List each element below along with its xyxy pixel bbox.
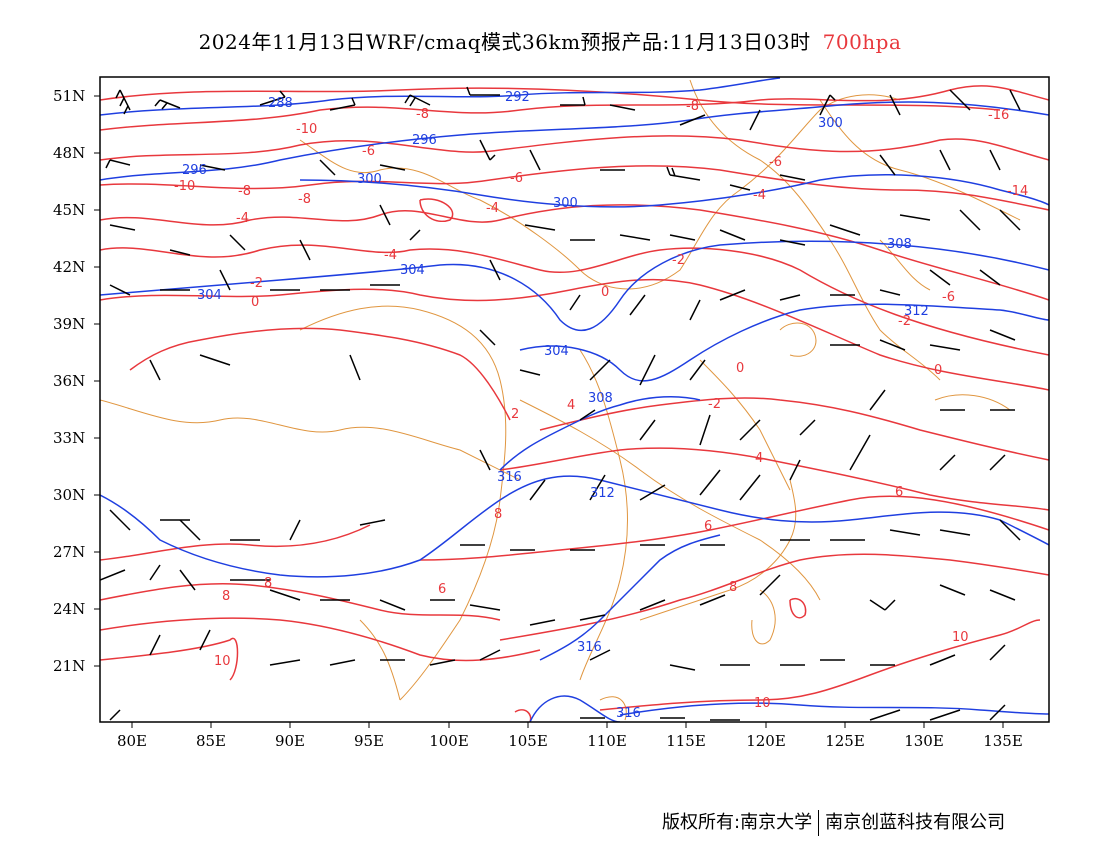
temperature-label: -4 <box>384 248 397 263</box>
lon-labels: 80E 85E 90E 95E 100E 105E 110E 115E 120E… <box>117 732 1023 750</box>
temperature-label: -6 <box>769 155 782 170</box>
temperature-label: 0 <box>251 295 259 310</box>
lat-label: 36N <box>53 372 85 390</box>
lon-label: 85E <box>196 732 226 750</box>
copyright-footer: 版权所有:南京大学 南京创蓝科技有限公司 <box>662 808 1005 836</box>
height-label: 308 <box>887 237 912 252</box>
lat-label: 48N <box>53 144 85 162</box>
temperature-label: 6 <box>704 519 712 534</box>
height-label: 300 <box>357 172 382 187</box>
height-label: 288 <box>268 96 293 111</box>
temperature-label: -8 <box>686 99 699 114</box>
title-main: 2024年11月13日WRF/cmaq模式36km预报产品:11月13日03时 <box>198 30 811 54</box>
footer-right: 南京创蓝科技有限公司 <box>825 812 1006 833</box>
footer-divider <box>818 810 820 836</box>
temperature-label: -8 <box>298 192 311 207</box>
temperature-label: 8 <box>222 589 230 604</box>
temperature-label: -16 <box>988 108 1009 123</box>
height-label: 312 <box>904 304 929 319</box>
map-frame <box>99 76 1050 723</box>
lon-label: 90E <box>275 732 305 750</box>
temperature-label: 8 <box>729 580 737 595</box>
lon-label: 110E <box>587 732 627 750</box>
lat-label: 27N <box>53 543 85 561</box>
temperature-label: -6 <box>942 290 955 305</box>
temperature-label: -2 <box>672 253 685 268</box>
temperature-label: -4 <box>486 201 499 216</box>
lon-label: 100E <box>429 732 469 750</box>
height-label: 316 <box>497 470 522 485</box>
lat-label: 21N <box>53 657 85 675</box>
map-content: 288 292 296 296 300 300 300 304 304 304 … <box>100 77 1049 722</box>
lon-label: 95E <box>354 732 384 750</box>
boundary-lines <box>100 79 1021 721</box>
temperature-label: -4 <box>236 211 249 226</box>
temperature-label: -8 <box>416 107 429 122</box>
temperature-label: -10 <box>174 179 195 194</box>
height-label: 300 <box>553 196 578 211</box>
lon-label: 130E <box>904 732 944 750</box>
height-label: 304 <box>544 344 569 359</box>
height-label: 296 <box>182 163 207 178</box>
lon-ticks <box>131 722 1004 728</box>
lon-label: 105E <box>508 732 548 750</box>
temperature-label: 0 <box>934 363 942 378</box>
chart-title: 2024年11月13日WRF/cmaq模式36km预报产品:11月13日03时 7… <box>0 26 1100 55</box>
temperature-label: -4 <box>753 188 766 203</box>
lon-label: 115E <box>666 732 706 750</box>
height-contour-labels: 288 292 296 296 300 300 300 304 304 304 … <box>182 90 929 721</box>
temperature-label: 10 <box>952 630 969 645</box>
temperature-label: -2 <box>250 276 263 291</box>
height-contours <box>100 77 1049 722</box>
temperature-label: -14 <box>1007 184 1028 199</box>
temperature-label: 2 <box>511 407 519 422</box>
height-label: 292 <box>505 90 530 105</box>
height-label: 296 <box>412 133 437 148</box>
temperature-label: 6 <box>895 485 903 500</box>
height-label: 308 <box>588 391 613 406</box>
wind-barbs <box>100 86 1021 721</box>
height-label: 312 <box>590 486 615 501</box>
lat-label: 24N <box>53 600 85 618</box>
lon-label: 135E <box>983 732 1023 750</box>
temperature-label: 4 <box>567 398 575 413</box>
height-label: 304 <box>400 263 425 278</box>
temperature-label: -6 <box>510 171 523 186</box>
footer-left: 版权所有:南京大学 <box>662 812 813 833</box>
temperature-label: -2 <box>708 397 721 412</box>
lat-label: 45N <box>53 201 85 219</box>
lat-label: 51N <box>53 87 85 105</box>
temperature-label: 10 <box>214 654 231 669</box>
temperature-label: 10 <box>754 696 771 711</box>
lat-label: 33N <box>53 429 85 447</box>
lat-labels: 51N 48N 45N 42N 39N 36N 33N 30N 27N 24N … <box>53 87 85 675</box>
temperature-label: 8 <box>264 576 272 591</box>
lat-label: 39N <box>53 315 85 333</box>
lon-label: 125E <box>825 732 865 750</box>
temperature-label: -2 <box>898 314 911 329</box>
height-label: 316 <box>616 706 641 721</box>
height-label: 300 <box>818 116 843 131</box>
lat-label: 42N <box>53 258 85 276</box>
temperature-label: -8 <box>238 184 251 199</box>
temperature-label: 4 <box>755 451 763 466</box>
temperature-label: 0 <box>736 361 744 376</box>
lon-label: 120E <box>746 732 786 750</box>
title-level: 700hpa <box>822 30 902 54</box>
temperature-label: 0 <box>601 285 609 300</box>
temperature-label: -10 <box>296 122 317 137</box>
temperature-label: -6 <box>362 144 375 159</box>
temperature-contour-labels: -16 -14 -10 -10 -8 -8 -8 -8 -6 -6 -6 -6 … <box>174 99 1028 711</box>
lon-label: 80E <box>117 732 147 750</box>
height-label: 304 <box>197 288 222 303</box>
lat-ticks <box>94 95 100 667</box>
height-label: 316 <box>577 640 602 655</box>
temperature-contours <box>100 85 1049 722</box>
temperature-label: 8 <box>494 507 502 522</box>
temperature-label: 6 <box>438 582 446 597</box>
lat-label: 30N <box>53 486 85 504</box>
